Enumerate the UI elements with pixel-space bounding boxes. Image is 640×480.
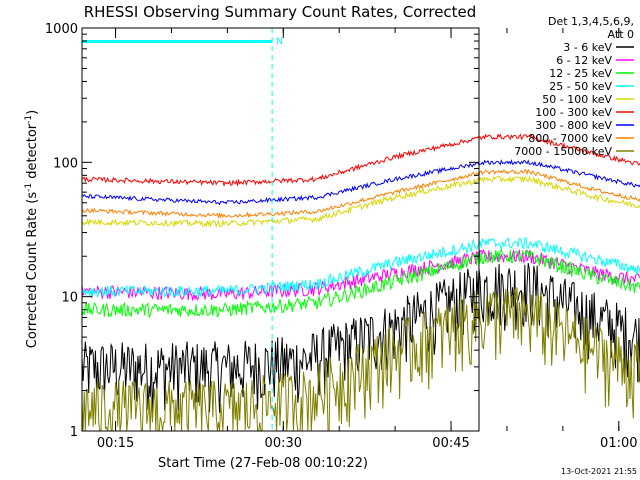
y-axis-label-exp-1: -1: [24, 183, 34, 192]
x-tick-label-3: 01:00: [600, 436, 637, 451]
legend-header-line-1: Det 1,3,4,5,6,9,: [548, 15, 634, 28]
legend-label-1: 6 - 12 keV: [556, 54, 612, 67]
series-line-7: [81, 168, 640, 220]
legend-label-6: 300 - 800 keV: [535, 119, 612, 132]
night-bar-0: [82, 40, 273, 43]
legend-label-4: 50 - 100 keV: [542, 93, 612, 106]
x-tick-label-2: 00:45: [432, 436, 469, 451]
y-tick-label-1: 100: [53, 156, 78, 171]
y-axis-label-suffix: ): [25, 110, 40, 115]
plot-series: [81, 133, 640, 432]
y-axis-label-mid: detector: [25, 123, 40, 183]
legend-label-7: 800 - 7000 keV: [528, 132, 612, 145]
series-line-8: [81, 287, 640, 432]
x-tick-label-1: 00:30: [265, 436, 302, 451]
chart-title: RHESSI Observing Summary Count Rates, Co…: [84, 3, 477, 21]
night-marker-label: N: [276, 37, 283, 47]
series-line-0: [81, 263, 640, 413]
series-line-5: [81, 133, 640, 188]
series-line-2: [81, 248, 640, 319]
y-tick-label-3: 1: [70, 425, 78, 440]
plot-frame: [81, 27, 480, 432]
legend-label-2: 12 - 25 keV: [549, 67, 612, 80]
x-tick-label-0: 00:15: [97, 436, 134, 451]
series-line-3: [81, 236, 640, 299]
series-line-4: [81, 175, 640, 229]
y-axis-label: Corrected Count Rate (s-1 detector-1): [24, 110, 40, 348]
y-tick-label-0: 1000: [45, 22, 78, 37]
y-tick-label-2: 10: [61, 291, 78, 306]
y-axis-label-exp-2: -1: [24, 115, 34, 124]
x-axis-label: Start Time (27-Feb-08 00:10:22): [158, 456, 368, 471]
legend-label-5: 100 - 300 keV: [535, 106, 612, 119]
y-axis-label-prefix: Corrected Count Rate (s: [25, 192, 40, 349]
footer-timestamp: 13-Oct-2021 21:55: [561, 467, 637, 476]
legend-label-3: 25 - 50 keV: [549, 80, 612, 93]
legend-header-line-2: Att 0: [608, 28, 634, 41]
y-axis: 1000 100 10 1: [45, 22, 479, 440]
series-line-6: [81, 158, 640, 206]
legend-label-0: 3 - 6 keV: [563, 41, 612, 54]
series-line-1: [81, 248, 640, 301]
legend-label-8: 7000 - 15000 keV: [514, 145, 612, 158]
